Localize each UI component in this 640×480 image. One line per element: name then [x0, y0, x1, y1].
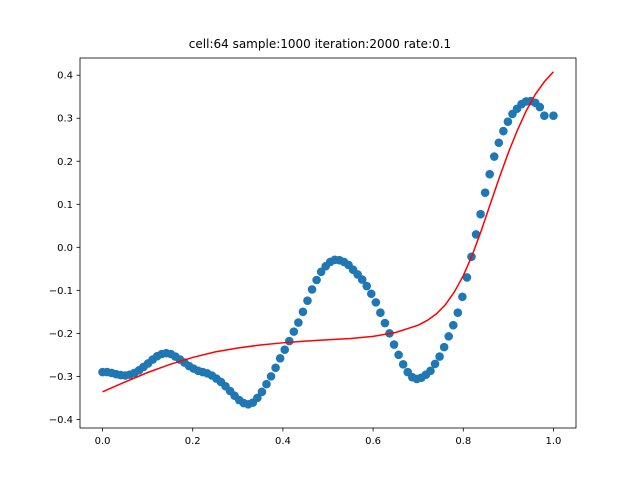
x-tick-label: 0.0 [95, 436, 111, 447]
scatter-point [494, 138, 504, 148]
scatter-point [389, 340, 399, 349]
fit-line [102, 71, 555, 393]
scatter-point [448, 320, 458, 330]
scatter-point [398, 360, 408, 369]
scatter-point [253, 393, 262, 403]
scatter-point [453, 308, 463, 317]
y-axis: −0.4 −0.3 −0.2 −0.1 0.0 0.1 0.2 0.3 0.4 [49, 71, 80, 426]
scatter-point [298, 307, 308, 317]
scatter-point [489, 152, 499, 161]
scatter-point [307, 285, 317, 294]
scatter-point [458, 292, 467, 302]
scatter-point [439, 342, 449, 352]
x-tick-label: 0.6 [365, 436, 381, 447]
scatter-point [394, 350, 403, 360]
scatter-point [549, 111, 558, 120]
scatter-point [284, 336, 294, 346]
scatter-point [430, 359, 440, 369]
x-axis: 0.0 0.2 0.4 0.6 0.8 1.0 [95, 428, 562, 447]
y-tick-label: −0.1 [49, 286, 73, 297]
chart-title: cell:64 sample:1000 iteration:2000 rate:… [189, 37, 451, 51]
scatter-point [271, 363, 280, 373]
y-tick-label: 0.4 [57, 71, 73, 82]
x-tick-label: 0.2 [185, 436, 201, 447]
scatter-point [312, 275, 321, 285]
y-tick-label: 0.2 [57, 157, 73, 168]
scatter-point [540, 111, 549, 120]
scatter-point [280, 345, 290, 354]
x-tick-label: 0.4 [275, 436, 291, 447]
scatter-point [275, 354, 285, 363]
scatter-point [289, 327, 299, 336]
y-tick-label: −0.2 [49, 329, 73, 340]
scatter-point [426, 366, 435, 376]
scatter-point [471, 230, 481, 239]
scatter-point [503, 117, 513, 126]
scatter-point [371, 298, 381, 307]
scatter-point [366, 289, 376, 299]
y-tick-label: 0.3 [57, 114, 73, 125]
scatter-point [462, 273, 472, 282]
scatter-point [476, 209, 485, 219]
scatter-point [480, 188, 490, 197]
y-tick-label: −0.3 [49, 372, 73, 383]
scatter-point [499, 126, 508, 136]
x-tick-label: 0.8 [455, 436, 471, 447]
scatter-point [262, 379, 271, 389]
x-tick-label: 1.0 [546, 436, 562, 447]
y-tick-label: 0.1 [57, 200, 73, 211]
scatter-point [435, 352, 444, 361]
scatter-point [357, 275, 367, 284]
scatter-point [380, 318, 390, 328]
y-tick-label: −0.4 [49, 415, 73, 426]
scatter-point [485, 169, 494, 179]
scatter-point [444, 332, 454, 341]
plot-marks [98, 71, 558, 409]
scatter-point [266, 372, 276, 381]
scatter-point [303, 296, 312, 305]
y-tick-label: 0.0 [57, 243, 73, 254]
scatter-point [362, 281, 372, 291]
scatter-point [294, 318, 303, 327]
plot-frame [79, 57, 577, 429]
scatter-point [535, 102, 545, 112]
scatter-point [376, 308, 385, 317]
scatter-point [257, 387, 267, 397]
